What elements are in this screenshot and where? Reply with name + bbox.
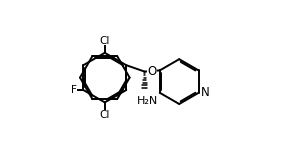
Text: F: F bbox=[71, 85, 77, 95]
Text: H₂N: H₂N bbox=[137, 96, 158, 106]
Text: Cl: Cl bbox=[100, 110, 110, 120]
Text: Cl: Cl bbox=[100, 36, 110, 46]
Text: N: N bbox=[200, 86, 209, 99]
Text: O: O bbox=[148, 64, 157, 77]
